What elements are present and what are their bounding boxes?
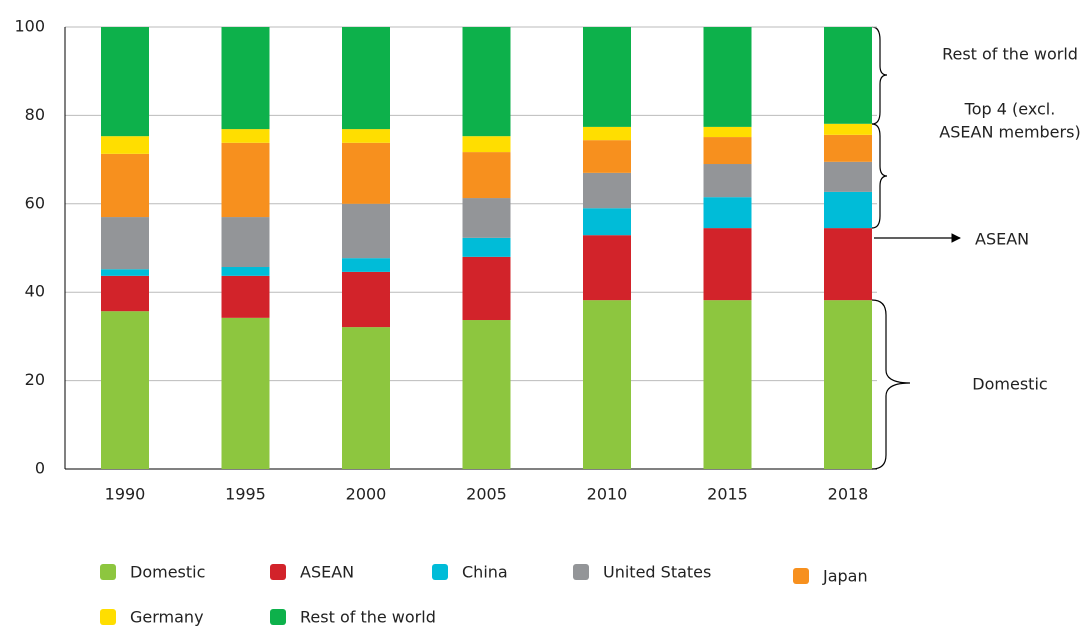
bar-segment	[101, 217, 149, 270]
legend-swatch	[573, 564, 589, 580]
y-tick-label: 80	[25, 105, 45, 124]
braces	[871, 26, 961, 470]
x-tick-label: 1995	[225, 485, 266, 504]
legend-swatch	[793, 568, 809, 584]
bar-segment	[462, 256, 511, 321]
bar-segment	[342, 271, 390, 328]
annotation: ASEAN members)	[939, 123, 1080, 142]
bar-segment	[703, 27, 752, 127]
bar-segment	[703, 300, 752, 469]
bar-segment	[583, 27, 631, 127]
bar-segment	[824, 191, 872, 229]
y-tick-label: 0	[35, 459, 45, 478]
bar-segment	[101, 153, 149, 218]
bar-segment	[221, 142, 270, 218]
bar-segment	[101, 269, 149, 276]
bar-segment	[101, 311, 149, 469]
bar-segment	[703, 228, 752, 301]
bar-segment	[703, 164, 752, 198]
bar-segment	[583, 208, 631, 236]
bar-segment	[342, 129, 390, 143]
y-tick-label: 20	[25, 370, 45, 389]
brace	[871, 299, 911, 470]
bar-segment	[221, 267, 270, 276]
bar-segment	[824, 27, 872, 124]
legend-label: ASEAN	[300, 563, 354, 582]
bar-segment	[824, 123, 872, 135]
annotation: Top 4 (excl.	[964, 100, 1056, 119]
y-tick-label: 100	[14, 17, 45, 36]
x-tick-label: 2005	[466, 485, 507, 504]
bar-segment	[342, 327, 390, 469]
bar-segment	[221, 317, 270, 469]
annotation: Domestic	[972, 375, 1047, 394]
legend-swatch	[432, 564, 448, 580]
legend-label: China	[462, 563, 508, 582]
bar-segment	[824, 134, 872, 162]
bar-segment	[101, 27, 149, 137]
bar-segment	[462, 320, 511, 469]
bar-segment	[462, 237, 511, 257]
brace	[871, 123, 888, 229]
bar-segment	[342, 142, 390, 204]
legend-label: United States	[603, 563, 711, 582]
brace	[871, 26, 888, 125]
bar-segment	[101, 136, 149, 154]
annotation: ASEAN	[975, 230, 1029, 249]
bar-segment	[824, 228, 872, 301]
legend-swatch	[270, 564, 286, 580]
x-tick-label: 2018	[828, 485, 869, 504]
legend-label: Domestic	[130, 563, 205, 582]
bar-segment	[221, 217, 270, 268]
y-tick-label: 60	[25, 193, 45, 212]
legend-label: Germany	[130, 608, 204, 627]
bar-segment	[583, 172, 631, 209]
bar-segment	[221, 275, 270, 318]
bar-segment	[462, 198, 511, 238]
legend-label: Japan	[822, 567, 868, 586]
legend-label: Rest of the world	[300, 608, 436, 627]
bar-segment	[824, 161, 872, 192]
bar-segment	[703, 126, 752, 138]
x-tick-label: 1990	[105, 485, 146, 504]
annotation: Rest of the world	[942, 45, 1078, 64]
bar-segment	[342, 258, 390, 272]
bar-segment	[101, 275, 149, 312]
x-tick-label: 2015	[707, 485, 748, 504]
x-tick-label: 2010	[587, 485, 628, 504]
bar-segment	[583, 140, 631, 173]
bar-segment	[342, 27, 390, 130]
bar-segment	[703, 197, 752, 229]
y-tick-label: 40	[25, 282, 45, 301]
bar-segment	[342, 203, 390, 259]
legend-swatch	[100, 609, 116, 625]
x-tick-label: 2000	[346, 485, 387, 504]
bar-segment	[583, 235, 631, 301]
bar-segment	[583, 300, 631, 469]
bar-segment	[221, 27, 270, 130]
legend-swatch	[100, 564, 116, 580]
bar-segment	[462, 136, 511, 153]
bar-segment	[462, 152, 511, 199]
bar-segment	[462, 27, 511, 137]
bar-segment	[703, 137, 752, 165]
bar-segment	[824, 300, 872, 469]
bar-segment	[583, 126, 631, 141]
legend-swatch	[270, 609, 286, 625]
bar-segment	[221, 129, 270, 143]
